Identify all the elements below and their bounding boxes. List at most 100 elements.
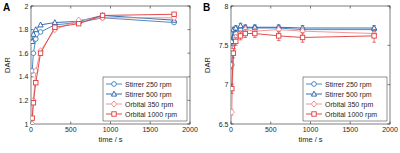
error-bar xyxy=(232,48,236,57)
x-tick xyxy=(190,6,191,9)
error-bar xyxy=(277,31,281,40)
y-tick xyxy=(188,76,191,77)
data-point xyxy=(31,116,34,120)
x-axis-label: time / s xyxy=(298,135,322,144)
x-tick xyxy=(390,6,391,9)
error-cap xyxy=(244,37,248,38)
error-cap xyxy=(239,31,243,32)
error-bar xyxy=(372,30,376,43)
error-bar xyxy=(239,32,243,40)
data-point xyxy=(38,51,42,55)
error-bar xyxy=(239,23,243,28)
error-cap xyxy=(231,83,234,84)
data-point xyxy=(231,86,234,90)
error-bar xyxy=(253,30,257,38)
plot-frame xyxy=(231,6,390,124)
error-bar xyxy=(234,26,238,31)
series-line xyxy=(32,15,174,41)
legend-marker xyxy=(311,91,316,96)
x-tick xyxy=(110,6,111,9)
y-axis-label: DAR xyxy=(3,57,12,73)
y-tick xyxy=(388,124,391,125)
error-cap xyxy=(301,32,305,33)
legend-label: Stirrer 250 rpm xyxy=(125,81,172,89)
data-point xyxy=(231,109,234,115)
legend-marker xyxy=(311,101,316,107)
x-tick xyxy=(350,6,351,9)
error-cap xyxy=(232,48,236,49)
data-point xyxy=(100,13,104,17)
y-tick-label: 1.8 xyxy=(19,26,29,33)
x-tick-label: 2000 xyxy=(182,126,198,133)
error-cap xyxy=(277,31,281,32)
y-tick xyxy=(31,6,34,7)
error-bar xyxy=(301,33,305,42)
y-tick xyxy=(188,124,191,125)
x-tick xyxy=(270,6,271,9)
legend-marker xyxy=(111,91,116,96)
figure: A050010001500200011.21.41.61.82time / sD… xyxy=(0,0,400,153)
x-tick-label: 500 xyxy=(265,126,277,133)
legend-label: Orbital 1000 rpm xyxy=(325,111,377,119)
error-cap xyxy=(253,37,257,38)
error-bar xyxy=(231,84,234,93)
error-cap xyxy=(301,42,305,43)
error-bar xyxy=(372,26,376,31)
data-point xyxy=(100,13,105,18)
plot-frame xyxy=(31,6,190,124)
x-tick-label: 500 xyxy=(65,126,77,133)
data-point xyxy=(33,27,38,32)
error-bar xyxy=(231,109,234,115)
x-tick-label: 0 xyxy=(29,126,33,133)
error-bar xyxy=(234,37,238,45)
data-point xyxy=(76,21,80,25)
data-point xyxy=(31,31,36,36)
x-tick xyxy=(310,122,311,125)
x-tick xyxy=(231,122,232,125)
y-tick xyxy=(388,84,391,85)
x-tick xyxy=(310,6,311,9)
data-point xyxy=(238,23,243,28)
legend-marker xyxy=(112,82,117,87)
x-tick xyxy=(110,122,111,125)
y-tick xyxy=(388,45,391,46)
y-tick xyxy=(188,100,191,101)
error-cap xyxy=(253,29,257,30)
y-tick-label: 1.2 xyxy=(19,97,29,104)
y-tick xyxy=(388,6,391,7)
error-cap xyxy=(253,29,257,30)
x-tick xyxy=(231,6,232,9)
data-point xyxy=(31,101,35,105)
y-tick xyxy=(188,29,191,30)
error-cap xyxy=(232,57,236,58)
legend: Stirrer 250 rpmStirrer 500 rpmOrbital 35… xyxy=(103,77,187,121)
series-line xyxy=(232,28,374,65)
data-point xyxy=(38,22,43,27)
data-point xyxy=(31,51,36,56)
error-cap xyxy=(372,42,376,43)
legend-label: Orbital 350 rpm xyxy=(325,101,373,109)
data-point xyxy=(253,31,257,35)
error-cap xyxy=(234,45,238,46)
x-tick-label: 2000 xyxy=(382,126,398,133)
data-point xyxy=(33,37,38,42)
error-cap xyxy=(372,29,376,30)
legend-marker xyxy=(111,101,116,107)
y-tick-label: 8 xyxy=(225,3,229,10)
y-axis-label: DAR xyxy=(203,57,212,73)
y-tick xyxy=(231,6,234,7)
x-tick xyxy=(390,122,391,125)
legend-label: Orbital 1000 rpm xyxy=(125,111,177,119)
x-tick-label: 1500 xyxy=(342,126,358,133)
x-tick xyxy=(150,6,151,9)
data-point xyxy=(31,39,35,44)
legend-marker xyxy=(312,82,317,87)
data-point xyxy=(238,34,242,38)
y-tick xyxy=(188,6,191,7)
data-point xyxy=(31,121,35,124)
x-tick-label: 1000 xyxy=(303,126,319,133)
data-point xyxy=(34,80,38,84)
data-point xyxy=(372,25,377,30)
panel: B05001000150020006.577.58time / sDARStir… xyxy=(203,2,398,144)
data-point xyxy=(372,34,376,38)
